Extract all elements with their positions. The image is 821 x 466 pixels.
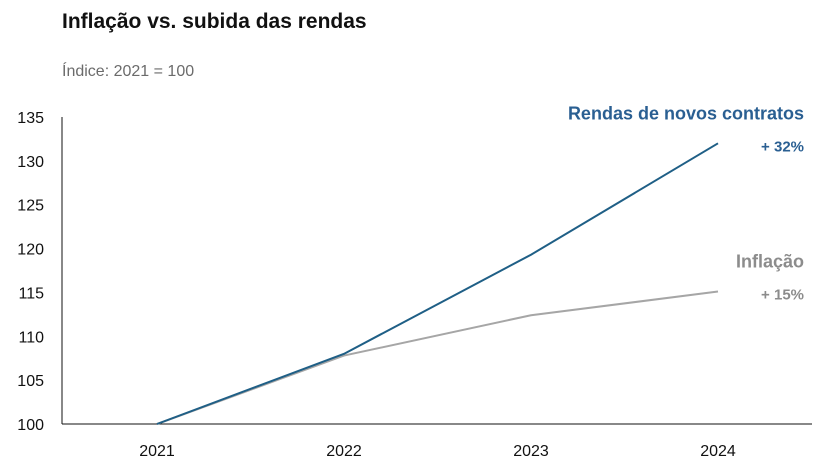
y-tick-label: 130 <box>17 154 44 171</box>
y-tick-label: 115 <box>18 285 44 302</box>
x-tick-label: 2021 <box>139 443 175 460</box>
x-tick-labels: 2021 2022 2023 2024 <box>139 443 736 460</box>
series-change-label: + 32% <box>761 138 804 155</box>
series-name-label: Rendas de novos contratos <box>568 103 804 123</box>
series-line-1 <box>156 290 719 425</box>
y-tick-label: 105 <box>17 373 44 390</box>
y-tick-label: 100 <box>17 417 44 434</box>
axes <box>61 117 812 425</box>
series-labels: Rendas de novos contratos + 32% Inflação + … <box>568 103 804 303</box>
y-tick-label: 110 <box>18 329 44 346</box>
series-line-0 <box>156 142 719 425</box>
x-tick-label: 2023 <box>513 443 549 460</box>
y-tick-label: 120 <box>17 242 44 259</box>
y-tick-labels: 100 105 110 115 120 125 130 135 <box>17 110 44 434</box>
series-name-label: Inflação <box>736 252 804 272</box>
y-tick-label: 135 <box>17 110 44 127</box>
x-tick-label: 2024 <box>700 443 736 460</box>
x-tick-label: 2022 <box>326 443 362 460</box>
chart-title: Inflação vs. subida das rendas <box>62 10 367 33</box>
y-tick-label: 125 <box>17 198 44 215</box>
series-change-label: + 15% <box>761 287 804 304</box>
chart-subtitle: Índice: 2021 = 100 <box>62 63 195 80</box>
series-lines <box>156 142 719 425</box>
